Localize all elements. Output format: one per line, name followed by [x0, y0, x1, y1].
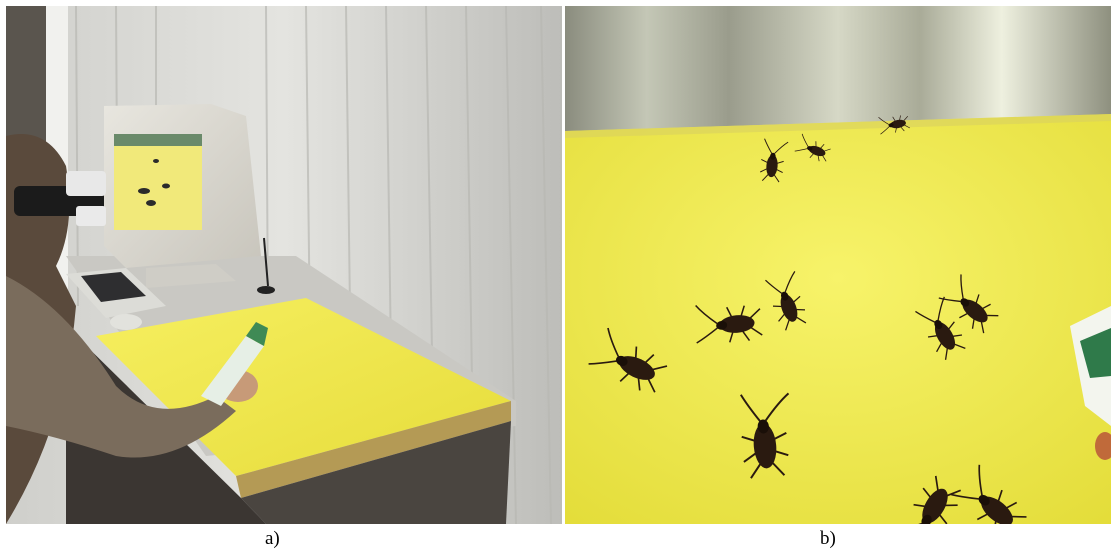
- caption-a: a): [265, 528, 280, 549]
- monitor-roaches: [138, 159, 170, 206]
- mic-stand: [263, 237, 269, 287]
- curtain-background-b: [565, 6, 1111, 131]
- panel-a-photo: [6, 6, 562, 524]
- mic-base: [257, 286, 275, 294]
- monitor-screen-top: [114, 134, 202, 146]
- yellow-table-surface: [565, 114, 1111, 524]
- caption-b: b): [820, 528, 836, 549]
- person-arm: [6, 276, 236, 458]
- insecticide-can: [201, 336, 264, 406]
- keyboard-keys: [81, 272, 146, 302]
- monitor-stand: [146, 264, 236, 288]
- can-nozzle: [246, 322, 268, 346]
- hand-b: [1095, 432, 1111, 460]
- table-far-edge: [565, 114, 1111, 138]
- hmd-tracker: [76, 206, 106, 226]
- panel-a-scene: [6, 6, 562, 524]
- panel-b-ar-view: [565, 6, 1111, 524]
- monitor-screen: [114, 134, 202, 230]
- hmd-camera: [66, 171, 106, 196]
- desk-cabinet: [241, 421, 511, 524]
- panel-b-scene: [565, 6, 1111, 524]
- table-edge: [236, 401, 511, 498]
- mouse: [110, 314, 142, 330]
- can-label-b: [1080, 328, 1111, 378]
- doorframe: [6, 6, 46, 146]
